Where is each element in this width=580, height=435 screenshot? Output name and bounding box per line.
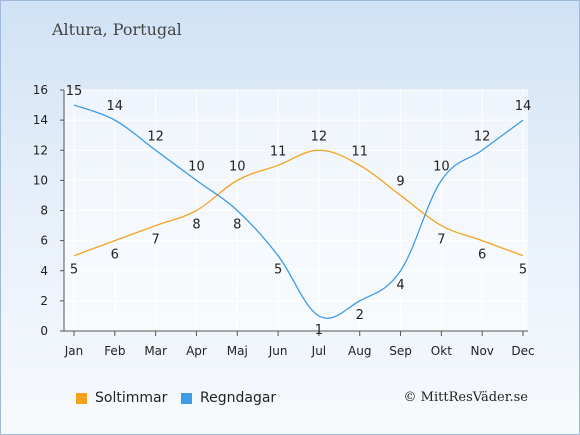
data-label-soltimmar: 7 (437, 233, 445, 248)
data-label-regndagar: 12 (474, 129, 491, 144)
legend-label-soltimmar: Soltimmar (95, 390, 168, 406)
x-tick-label: Jan (64, 344, 84, 358)
y-tick-label: 0 (40, 324, 48, 338)
x-tick-label: Mar (144, 344, 167, 358)
x-tick-label: Nov (470, 344, 493, 358)
data-label-soltimmar: 5 (519, 263, 527, 278)
legend-item-soltimmar: Soltimmar (76, 390, 167, 406)
data-label-regndagar: 10 (188, 159, 205, 174)
y-tick-label: 4 (40, 264, 48, 278)
y-tick-label: 2 (40, 294, 48, 308)
y-tick-label: 6 (40, 234, 48, 248)
data-label-soltimmar: 12 (311, 129, 328, 144)
credit-text: © MittResVäder.se (403, 390, 528, 405)
y-tick-label: 16 (33, 83, 48, 97)
data-label-regndagar: 4 (396, 278, 404, 293)
data-label-soltimmar: 6 (111, 248, 119, 263)
x-tick-label: Jun (268, 344, 288, 358)
data-label-soltimmar: 8 (192, 218, 200, 233)
data-label-regndagar: 14 (515, 99, 532, 114)
data-label-soltimmar: 9 (396, 174, 404, 189)
y-tick-label: 12 (33, 143, 48, 157)
data-label-regndagar: 8 (233, 218, 241, 233)
x-tick-label: Okt (431, 344, 452, 358)
y-tick-label: 10 (33, 173, 48, 187)
legend-swatch-soltimmar (76, 392, 87, 404)
y-tick-label: 8 (40, 204, 48, 218)
data-label-soltimmar: 7 (151, 233, 159, 248)
y-tick-label: 14 (33, 113, 48, 127)
chart-title: Altura, Portugal (52, 20, 182, 39)
x-tick-label: Feb (104, 344, 125, 358)
data-label-soltimmar: 10 (229, 159, 246, 174)
data-label-regndagar: 14 (107, 99, 124, 114)
legend-label-regndagar: Regndagar (200, 390, 277, 406)
x-tick-label: Jul (311, 344, 326, 358)
series-line-soltimmar (73, 149, 524, 257)
data-label-regndagar: 10 (433, 159, 450, 174)
data-label-soltimmar: 5 (70, 263, 78, 278)
legend-item-regndagar: Regndagar (181, 390, 276, 406)
data-label-regndagar: 2 (356, 308, 364, 323)
x-tick-label: Sep (389, 344, 412, 358)
data-label-regndagar: 1 (315, 323, 323, 338)
data-label-soltimmar: 6 (478, 248, 486, 263)
data-label-soltimmar: 11 (351, 144, 368, 159)
data-label-soltimmar: 11 (270, 144, 287, 159)
data-label-regndagar: 12 (147, 129, 164, 144)
legend-swatch-regndagar (181, 392, 192, 404)
x-tick-label: Dec (511, 344, 534, 358)
x-tick-label: Apr (186, 344, 207, 358)
data-label-regndagar: 5 (274, 263, 282, 278)
x-tick-label: Aug (348, 344, 371, 358)
data-label-regndagar: 15 (66, 84, 83, 99)
x-tick-label: Maj (227, 344, 248, 358)
series-line-regndagar (73, 104, 524, 319)
